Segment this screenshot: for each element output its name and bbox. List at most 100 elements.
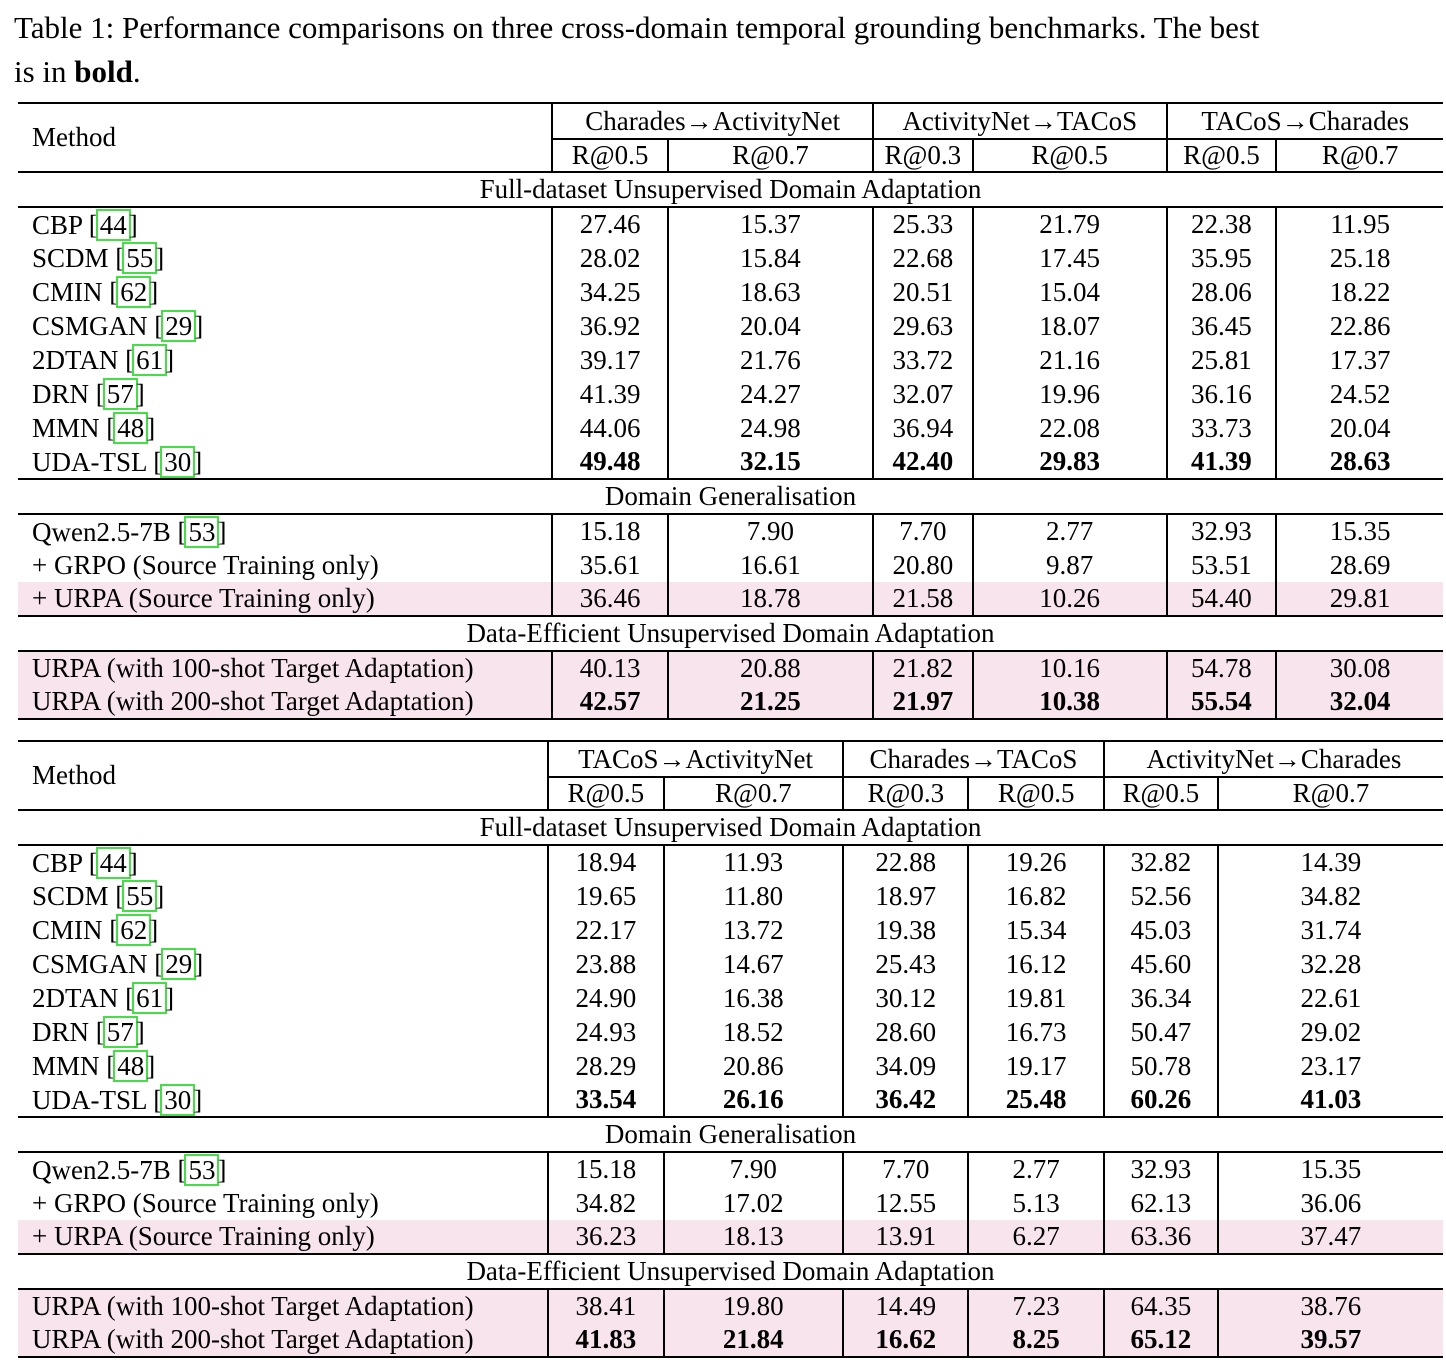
caption-bold-word: bold — [74, 54, 133, 90]
citation-link[interactable]: 53 — [184, 515, 220, 548]
citation-link[interactable]: 57 — [102, 378, 138, 411]
metric-value: 24.27 — [666, 377, 873, 412]
method-cell: CBP [44] — [32, 208, 138, 241]
metric-value: 8.25 — [967, 1323, 1104, 1358]
section-title: Data-Efficient Unsupervised Domain Adapt… — [18, 615, 1443, 653]
metric-value: 7.70 — [842, 1152, 969, 1187]
header-group-row: Method Charades→ActivityNet ActivityNet→TA… — [18, 103, 1443, 152]
table-row: DRN [57] 41.39 24.27 32.07 19.96 36.16 24.52 — [18, 377, 1443, 412]
table-row: MMN [48] 28.29 20.86 34.09 19.17 50.78 23.17 — [18, 1049, 1443, 1084]
citation-link[interactable]: 29 — [161, 948, 197, 981]
metric-value: 41.03 — [1216, 1083, 1443, 1118]
table-header-2: Method TACoS→ActivityNet Charades→TACoS Act… — [18, 741, 1443, 811]
method-name: URPA (with 200-shot Target Adaptation) — [32, 686, 474, 717]
citation-link[interactable]: 48 — [113, 412, 149, 445]
citation-link[interactable]: 55 — [122, 242, 158, 275]
section-row: Domain Generalisation — [18, 1116, 1443, 1154]
metric-value: 20.51 — [871, 275, 973, 310]
section-row: Full-dataset Unsupervised Domain Adaptat… — [18, 171, 1443, 209]
metric-value: 32.28 — [1216, 947, 1443, 982]
metric-value: 11.93 — [662, 845, 844, 880]
metric-value: 65.12 — [1102, 1323, 1218, 1358]
metric-value: 24.90 — [547, 981, 664, 1016]
metric-value: 7.90 — [666, 514, 873, 549]
metric-value: 2.77 — [971, 514, 1167, 549]
metric-value: 26.16 — [662, 1083, 844, 1118]
method-name: URPA (with 100-shot Target Adaptation) — [32, 653, 474, 684]
metric-value: 28.02 — [551, 241, 668, 276]
citation-link[interactable]: 55 — [122, 880, 158, 913]
method-cell: CMIN [62] — [32, 276, 159, 309]
method-name: CSMGAN — [32, 311, 148, 342]
metric-value: 21.16 — [971, 343, 1167, 378]
caption-period: . — [132, 54, 141, 90]
benchmark-group-header-1: TACoS→ActivityNet — [547, 741, 844, 779]
caption-line1: Table 1: Performance comparisons on thre… — [14, 10, 1260, 45]
citation-link[interactable]: 44 — [95, 846, 131, 879]
results-table-1: Method Charades→ActivityNet ActivityNet→TA… — [18, 102, 1443, 721]
metric-value: 5.13 — [967, 1186, 1104, 1221]
metric-value: 40.13 — [551, 651, 668, 686]
metric-value: 7.90 — [662, 1152, 844, 1187]
citation-link[interactable]: 57 — [102, 1016, 138, 1049]
citation-link[interactable]: 44 — [95, 208, 131, 241]
header-metric-row: R@0.5 R@0.7 R@0.3 R@0.5 R@0.5 R@0.7 — [18, 139, 1443, 173]
metric-value: 7.23 — [967, 1289, 1104, 1324]
method-cell: MMN [48] — [32, 1050, 156, 1083]
metric-value: 21.84 — [662, 1323, 844, 1358]
metric-value: 18.07 — [971, 309, 1167, 344]
citation-link[interactable]: 48 — [113, 1050, 149, 1083]
metric-value: 64.35 — [1102, 1289, 1218, 1324]
metric-value: 7.70 — [871, 514, 973, 549]
method-name: Qwen2.5-7B — [32, 516, 171, 547]
method-name: URPA (with 100-shot Target Adaptation) — [32, 1291, 474, 1322]
citation-link[interactable]: 62 — [116, 914, 152, 947]
metric-value: 22.08 — [971, 411, 1167, 446]
tables-container: Method Charades→ActivityNet ActivityNet→TA… — [0, 102, 1446, 1359]
citation-link[interactable]: 29 — [161, 310, 197, 343]
table-header-1: Method Charades→ActivityNet ActivityNet→TA… — [18, 103, 1443, 173]
citation-link[interactable]: 61 — [132, 344, 168, 377]
metric-value: 6.27 — [967, 1220, 1104, 1255]
metric-value: 32.15 — [666, 445, 873, 480]
method-cell: URPA (with 100-shot Target Adaptation) — [18, 651, 553, 686]
metric-value: 15.84 — [666, 241, 873, 276]
method-name: SCDM — [32, 881, 109, 912]
metric-value: 20.88 — [666, 651, 873, 686]
method-name: Qwen2.5-7B — [32, 1154, 171, 1185]
metric-header: R@0.3 — [842, 777, 969, 811]
metric-value: 54.78 — [1165, 651, 1277, 686]
metric-value: 27.46 — [551, 207, 668, 242]
metric-header: R@0.5 — [547, 777, 664, 811]
metric-header: R@0.5 — [551, 139, 668, 173]
metric-value: 18.52 — [662, 1015, 844, 1050]
citation-link[interactable]: 53 — [184, 1153, 220, 1186]
header-metric-row: R@0.5 R@0.7 R@0.3 R@0.5 R@0.5 R@0.7 — [18, 777, 1443, 811]
benchmark-group-header-3: TACoS→Charades — [1165, 103, 1443, 141]
method-cell: CMIN [62] — [32, 914, 159, 947]
metric-value: 18.63 — [666, 275, 873, 310]
table-caption: Table 1: Performance comparisons on thre… — [0, 0, 1446, 102]
metric-value: 21.25 — [666, 685, 873, 720]
method-cell: DRN [57] — [32, 378, 145, 411]
citation-link[interactable]: 30 — [160, 1083, 196, 1116]
metric-value: 29.81 — [1275, 582, 1443, 617]
table-row: + URPA (Source Training only) 36.46 18.78 2… — [18, 582, 1443, 617]
metric-value: 19.17 — [967, 1049, 1104, 1084]
metric-value: 25.48 — [967, 1083, 1104, 1118]
method-cell: UDA-TSL [30] — [32, 445, 203, 478]
table-row: + URPA (Source Training only) 36.23 18.13 1… — [18, 1220, 1443, 1255]
table-row: 2DTAN [61] 39.17 21.76 33.72 21.16 25.81 17.37 — [18, 343, 1443, 378]
metric-value: 10.16 — [971, 651, 1167, 686]
citation-link[interactable]: 30 — [160, 445, 196, 478]
table-row: SCDM [55] 19.65 11.80 18.97 16.82 52.56 34.82 — [18, 879, 1443, 914]
metric-value: 32.82 — [1102, 845, 1218, 880]
metric-value: 32.04 — [1275, 685, 1443, 720]
metric-value: 20.04 — [666, 309, 873, 344]
citation-link[interactable]: 61 — [132, 982, 168, 1015]
metric-value: 33.73 — [1165, 411, 1277, 446]
metric-value: 25.43 — [842, 947, 969, 982]
citation-link[interactable]: 62 — [116, 276, 152, 309]
metric-value: 21.76 — [666, 343, 873, 378]
table-row: UDA-TSL [30] 33.54 26.16 36.42 25.48 60.26 41.… — [18, 1083, 1443, 1118]
